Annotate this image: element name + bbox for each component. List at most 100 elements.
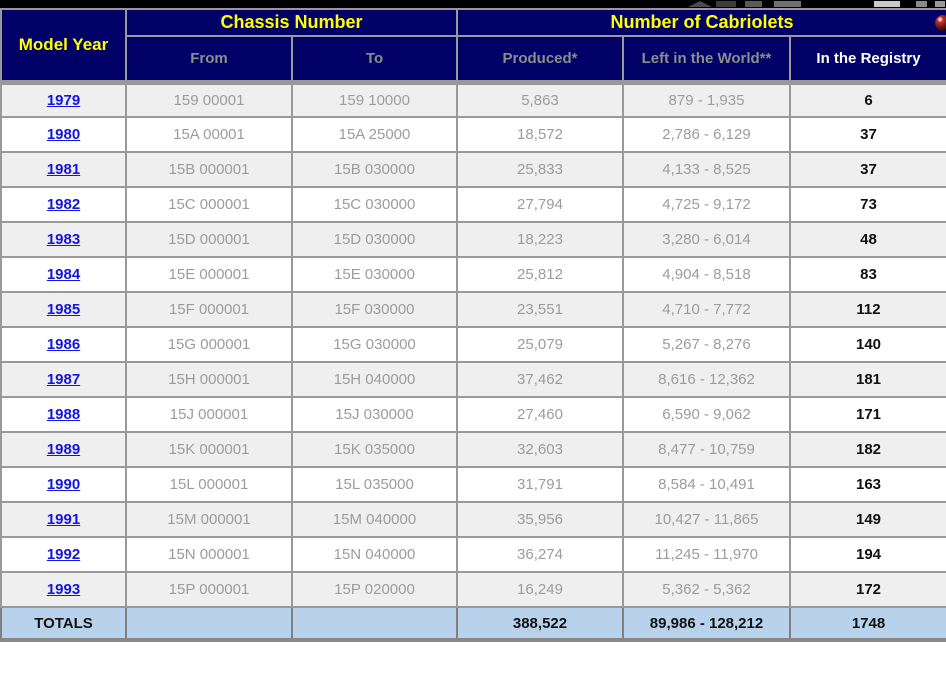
number-of-cabriolets-header: Number of Cabriolets [455,8,946,37]
year-cell: 1989 [0,431,127,468]
year-cell: 1993 [0,571,127,608]
totals-to-cell [291,606,458,642]
to-cell: 159 10000 [291,81,458,118]
in-registry-header: In the Registry [788,35,946,85]
produced-cell: 23,551 [456,291,624,328]
totals-produced-cell: 388,522 [456,606,624,642]
to-cell: 15A 25000 [291,116,458,153]
registry-cell: 112 [788,291,946,328]
registry-cell: 37 [788,151,946,188]
table-row: 1984 15E 000001 15E 030000 25,812 4,904 … [0,256,946,293]
registry-cell: 48 [788,221,946,258]
to-cell: 15P 020000 [291,571,458,608]
left-in-world-header: Left in the World** [622,35,791,85]
year-link[interactable]: 1980 [46,126,81,143]
produced-cell: 25,812 [456,256,624,293]
year-cell: 1986 [0,326,127,363]
from-cell: 15M 000001 [125,501,293,538]
year-cell: 1980 [0,116,127,153]
cabriolet-registry-table: Model Year Chassis Number Number of Cabr… [0,8,946,642]
to-cell: 15C 030000 [291,186,458,223]
produced-cell: 16,249 [456,571,624,608]
registry-cell: 163 [788,466,946,503]
to-cell: 15J 030000 [291,396,458,433]
from-cell: 15D 000001 [125,221,293,258]
registry-cell: 37 [788,116,946,153]
table-row: 1993 15P 000001 15P 020000 16,249 5,362 … [0,571,946,608]
year-link[interactable]: 1990 [46,476,81,493]
table-body: 1979 159 00001 159 10000 5,863 879 - 1,9… [0,81,946,608]
left-cell: 6,590 - 9,062 [622,396,791,433]
chassis-number-header: Chassis Number [125,8,458,37]
table-row: 1985 15F 000001 15F 030000 23,551 4,710 … [0,291,946,328]
status-icon-fragment [935,1,945,7]
produced-cell: 27,460 [456,396,624,433]
year-link[interactable]: 1993 [46,581,81,598]
registry-cell: 140 [788,326,946,363]
produced-cell: 5,863 [456,81,624,118]
to-cell: 15M 040000 [291,501,458,538]
year-cell: 1982 [0,186,127,223]
year-link[interactable]: 1989 [46,441,81,458]
registry-cell: 83 [788,256,946,293]
totals-left-cell: 89,986 - 128,212 [622,606,791,642]
table-row: 1979 159 00001 159 10000 5,863 879 - 1,9… [0,81,946,118]
left-cell: 4,710 - 7,772 [622,291,791,328]
status-bar [0,0,946,8]
left-cell: 8,477 - 10,759 [622,431,791,468]
year-link[interactable]: 1986 [46,336,81,353]
table-row: 1983 15D 000001 15D 030000 18,223 3,280 … [0,221,946,258]
year-link[interactable]: 1988 [46,406,81,423]
to-cell: 15D 030000 [291,221,458,258]
year-link[interactable]: 1985 [46,301,81,318]
year-link[interactable]: 1983 [46,231,81,248]
from-cell: 15A 00001 [125,116,293,153]
year-link[interactable]: 1984 [46,266,81,283]
from-cell: 159 00001 [125,81,293,118]
status-icon-fragment [745,1,762,7]
produced-header: Produced* [456,35,624,85]
left-cell: 11,245 - 11,970 [622,536,791,573]
totals-label: TOTALS [0,606,127,642]
left-cell: 8,584 - 10,491 [622,466,791,503]
table-footer: TOTALS 388,522 89,986 - 128,212 1748 [0,606,946,642]
produced-cell: 25,833 [456,151,624,188]
from-cell: 15N 000001 [125,536,293,573]
year-link[interactable]: 1992 [46,546,81,563]
produced-cell: 27,794 [456,186,624,223]
left-cell: 2,786 - 6,129 [622,116,791,153]
from-cell: 15P 000001 [125,571,293,608]
from-cell: 15F 000001 [125,291,293,328]
partial-red-icon [935,15,946,31]
to-cell: 15E 030000 [291,256,458,293]
totals-registry-cell: 1748 [788,606,946,642]
produced-cell: 18,223 [456,221,624,258]
from-cell: 15L 000001 [125,466,293,503]
registry-cell: 73 [788,186,946,223]
table-header: Model Year Chassis Number Number of Cabr… [0,8,946,85]
year-link[interactable]: 1991 [46,511,81,528]
year-link[interactable]: 1982 [46,196,81,213]
year-link[interactable]: 1979 [46,91,81,109]
registry-cell: 194 [788,536,946,573]
from-cell: 15K 000001 [125,431,293,468]
left-cell: 4,904 - 8,518 [622,256,791,293]
from-cell: 15B 000001 [125,151,293,188]
year-link[interactable]: 1981 [46,161,81,178]
left-cell: 879 - 1,935 [622,81,791,118]
table-row: 1991 15M 000001 15M 040000 35,956 10,427… [0,501,946,538]
registry-cell: 171 [788,396,946,433]
year-cell: 1992 [0,536,127,573]
wifi-icon-fragment [688,1,712,7]
year-link[interactable]: 1987 [46,371,81,388]
totals-row: TOTALS 388,522 89,986 - 128,212 1748 [0,606,946,642]
status-icon-fragment [716,1,736,7]
produced-cell: 31,791 [456,466,624,503]
produced-cell: 35,956 [456,501,624,538]
table-row: 1987 15H 000001 15H 040000 37,462 8,616 … [0,361,946,398]
produced-cell: 25,079 [456,326,624,363]
from-cell: 15C 000001 [125,186,293,223]
battery-icon-fragment [874,1,900,7]
from-cell: 15G 000001 [125,326,293,363]
registry-page: Model Year Chassis Number Number of Cabr… [0,8,946,642]
